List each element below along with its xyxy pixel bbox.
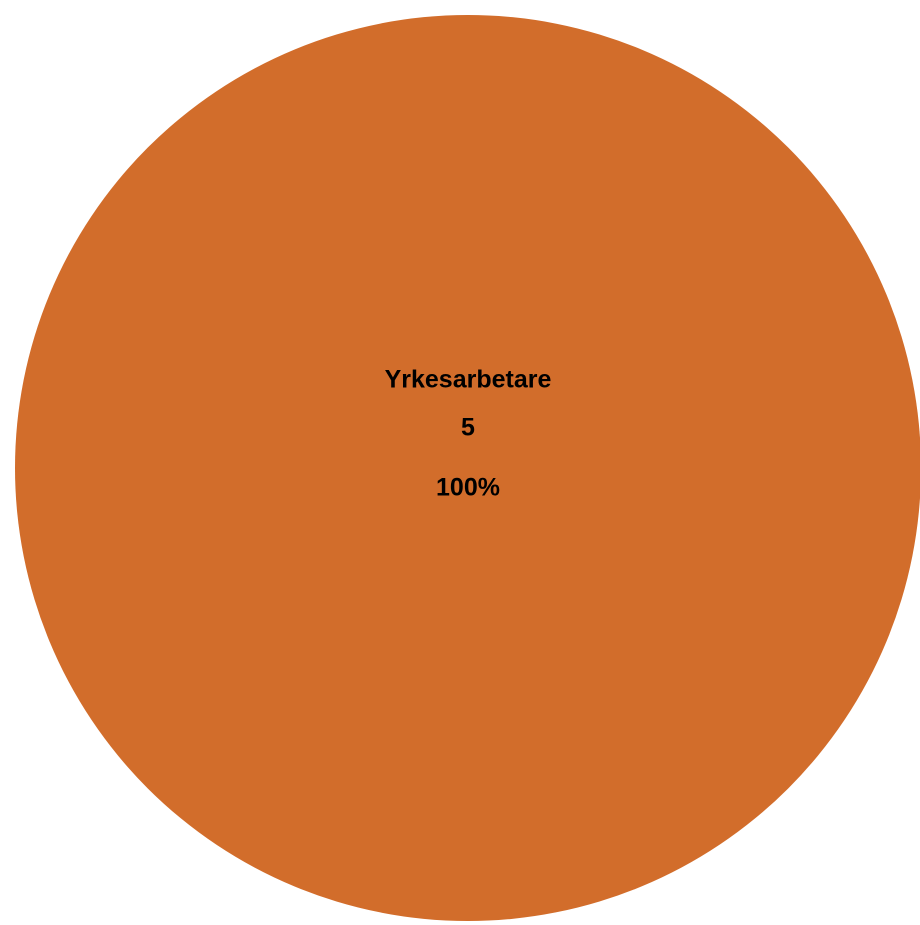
pie-slice: [15, 15, 920, 921]
percent-label: 100%: [436, 474, 500, 502]
value-label: 5: [461, 414, 475, 442]
slice-label: Yrkesarbetare: [385, 366, 552, 394]
